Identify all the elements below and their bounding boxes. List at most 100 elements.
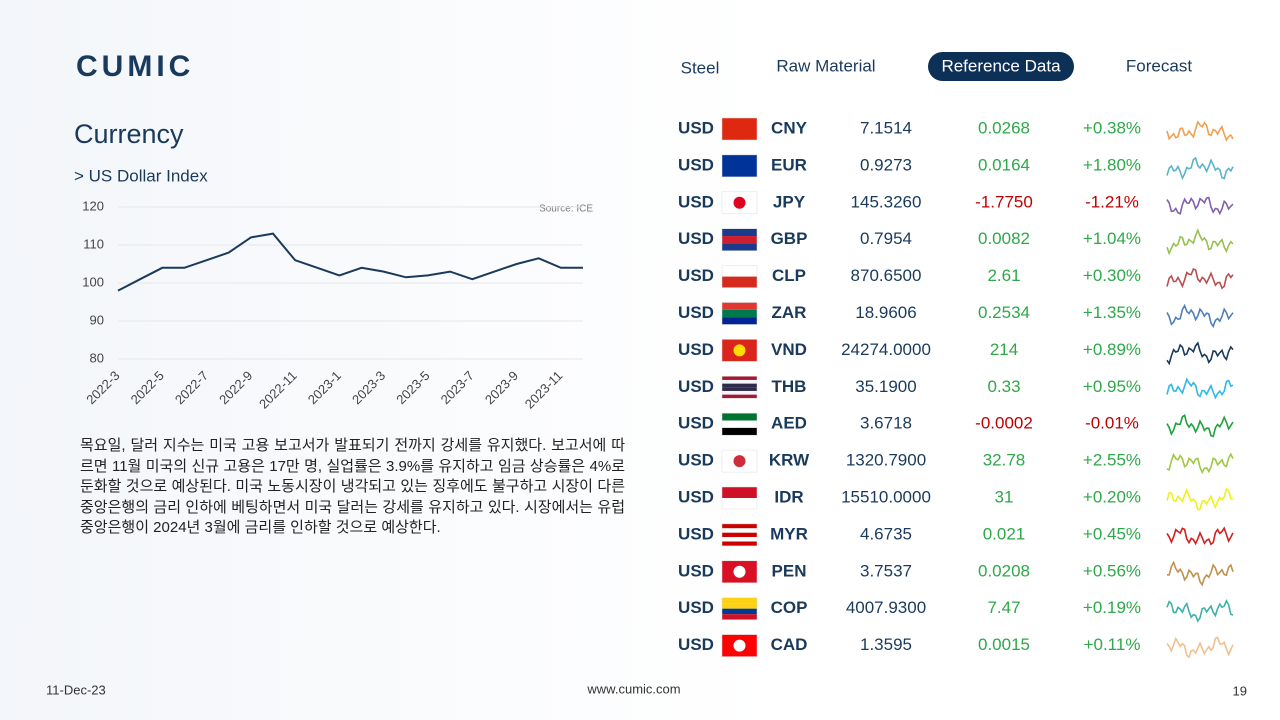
- sparkline: [1166, 156, 1234, 181]
- rate: 15510.0000: [841, 487, 931, 506]
- rate: 35.1900: [855, 377, 916, 396]
- change: 0.0015: [978, 635, 1030, 654]
- flag: [721, 523, 758, 547]
- tab: Forecast: [1126, 56, 1192, 75]
- rate: 3.7537: [860, 561, 912, 580]
- flag-stripe: [722, 376, 757, 380]
- flag-border: [721, 154, 758, 178]
- x-tick-label: 2023-9: [482, 368, 521, 407]
- sparkline: [1166, 196, 1234, 216]
- sparkline: [1166, 598, 1234, 623]
- change-pct: +0.45%: [1083, 524, 1141, 543]
- flag: [721, 449, 758, 473]
- currency-code: THB: [772, 377, 807, 396]
- flag-emblem: [733, 196, 746, 209]
- title: Currency: [74, 119, 184, 149]
- y-tick-label: 120: [82, 198, 104, 213]
- flag: [721, 634, 758, 657]
- base-currency: USD: [678, 451, 714, 470]
- rate: 145.3260: [851, 192, 922, 211]
- flag-border: [721, 339, 758, 362]
- change: 0.33: [987, 377, 1020, 396]
- flag-stripe: [722, 118, 757, 140]
- x-tick-label: 2023-11: [522, 368, 566, 412]
- flag-border: [721, 412, 758, 436]
- rate: 24274.0000: [841, 340, 931, 359]
- flag-stripe: [722, 541, 757, 546]
- flag-border: [721, 523, 758, 547]
- flag-emblem: [733, 565, 746, 578]
- rate: 870.6500: [851, 266, 922, 285]
- flag-stripe: [722, 387, 757, 391]
- currency-code: EUR: [771, 155, 807, 174]
- sparkline: [1166, 303, 1234, 329]
- flag: [721, 560, 758, 584]
- currency-code: AED: [771, 414, 807, 433]
- page-number: 19: [1233, 683, 1247, 698]
- flag-stripe: [722, 309, 757, 318]
- flag-stripe: [722, 614, 757, 620]
- change: 214: [990, 340, 1018, 359]
- flag-stripe: [722, 528, 757, 533]
- x-tick-label: 2022-5: [128, 368, 167, 407]
- subtitle: > US Dollar Index: [74, 166, 208, 185]
- flag-stripe: [722, 228, 757, 237]
- change-pct: +0.30%: [1083, 266, 1141, 285]
- flag: [721, 117, 758, 141]
- flag-border: [721, 302, 758, 325]
- rate: 0.7954: [860, 229, 912, 248]
- sparkline: [1166, 341, 1234, 366]
- currency-code: KRW: [769, 451, 810, 470]
- paragraph: 목요일, 달러 지수는 미국 고용 보고서가 발표되기 전까지 강세를 유지했다…: [80, 437, 625, 536]
- flag-stripe: [722, 317, 757, 325]
- flag-border: [721, 634, 758, 657]
- base-currency: USD: [678, 303, 714, 322]
- y-tick-label: 100: [82, 274, 104, 289]
- sparkline: [1166, 267, 1234, 290]
- base-currency: USD: [678, 598, 714, 617]
- base-currency: USD: [678, 561, 714, 580]
- currency-code: CNY: [771, 118, 808, 137]
- change: -0.0002: [975, 414, 1033, 433]
- flag-border: [721, 597, 758, 620]
- tab: Reference Data: [941, 56, 1061, 75]
- change-pct: +1.80%: [1083, 155, 1141, 174]
- x-tick-label: 2023-1: [305, 368, 344, 407]
- rate: 1.3595: [860, 635, 912, 654]
- currency-code: VND: [771, 340, 807, 359]
- flag-stripe: [722, 413, 757, 421]
- flag-emblem: [733, 455, 746, 468]
- flag: [721, 302, 758, 325]
- sparkline: [1166, 377, 1234, 400]
- currency-code: CAD: [771, 635, 808, 654]
- flag-stripe: [722, 420, 757, 428]
- change-pct: +0.38%: [1083, 118, 1141, 137]
- base-currency: USD: [678, 155, 714, 174]
- logo: CUMIC: [76, 50, 194, 83]
- y-tick-label: 90: [90, 312, 104, 327]
- change: 2.61: [987, 266, 1020, 285]
- flag-stripe: [722, 487, 757, 498]
- change-pct: +0.19%: [1083, 598, 1141, 617]
- currency-code: CLP: [772, 266, 806, 285]
- currency-code: GBP: [771, 229, 808, 248]
- change-pct: +1.35%: [1083, 303, 1141, 322]
- rate: 0.9273: [860, 155, 912, 174]
- flag: [721, 154, 758, 178]
- sparkline: [1166, 560, 1234, 587]
- flag-stripe: [722, 379, 757, 384]
- change-pct: +2.55%: [1083, 451, 1141, 470]
- change: 0.0082: [978, 229, 1030, 248]
- change-pct: +0.95%: [1083, 377, 1141, 396]
- flag-stripe: [722, 265, 757, 277]
- currency-code: PEN: [772, 561, 807, 580]
- change-pct: +0.20%: [1083, 487, 1141, 506]
- rate: 1320.7900: [846, 451, 926, 470]
- base-currency: USD: [678, 192, 714, 211]
- flag-stripe: [722, 236, 757, 244]
- change-pct: +0.11%: [1084, 635, 1141, 654]
- change: 0.0208: [978, 561, 1030, 580]
- flag-stripe: [722, 532, 757, 538]
